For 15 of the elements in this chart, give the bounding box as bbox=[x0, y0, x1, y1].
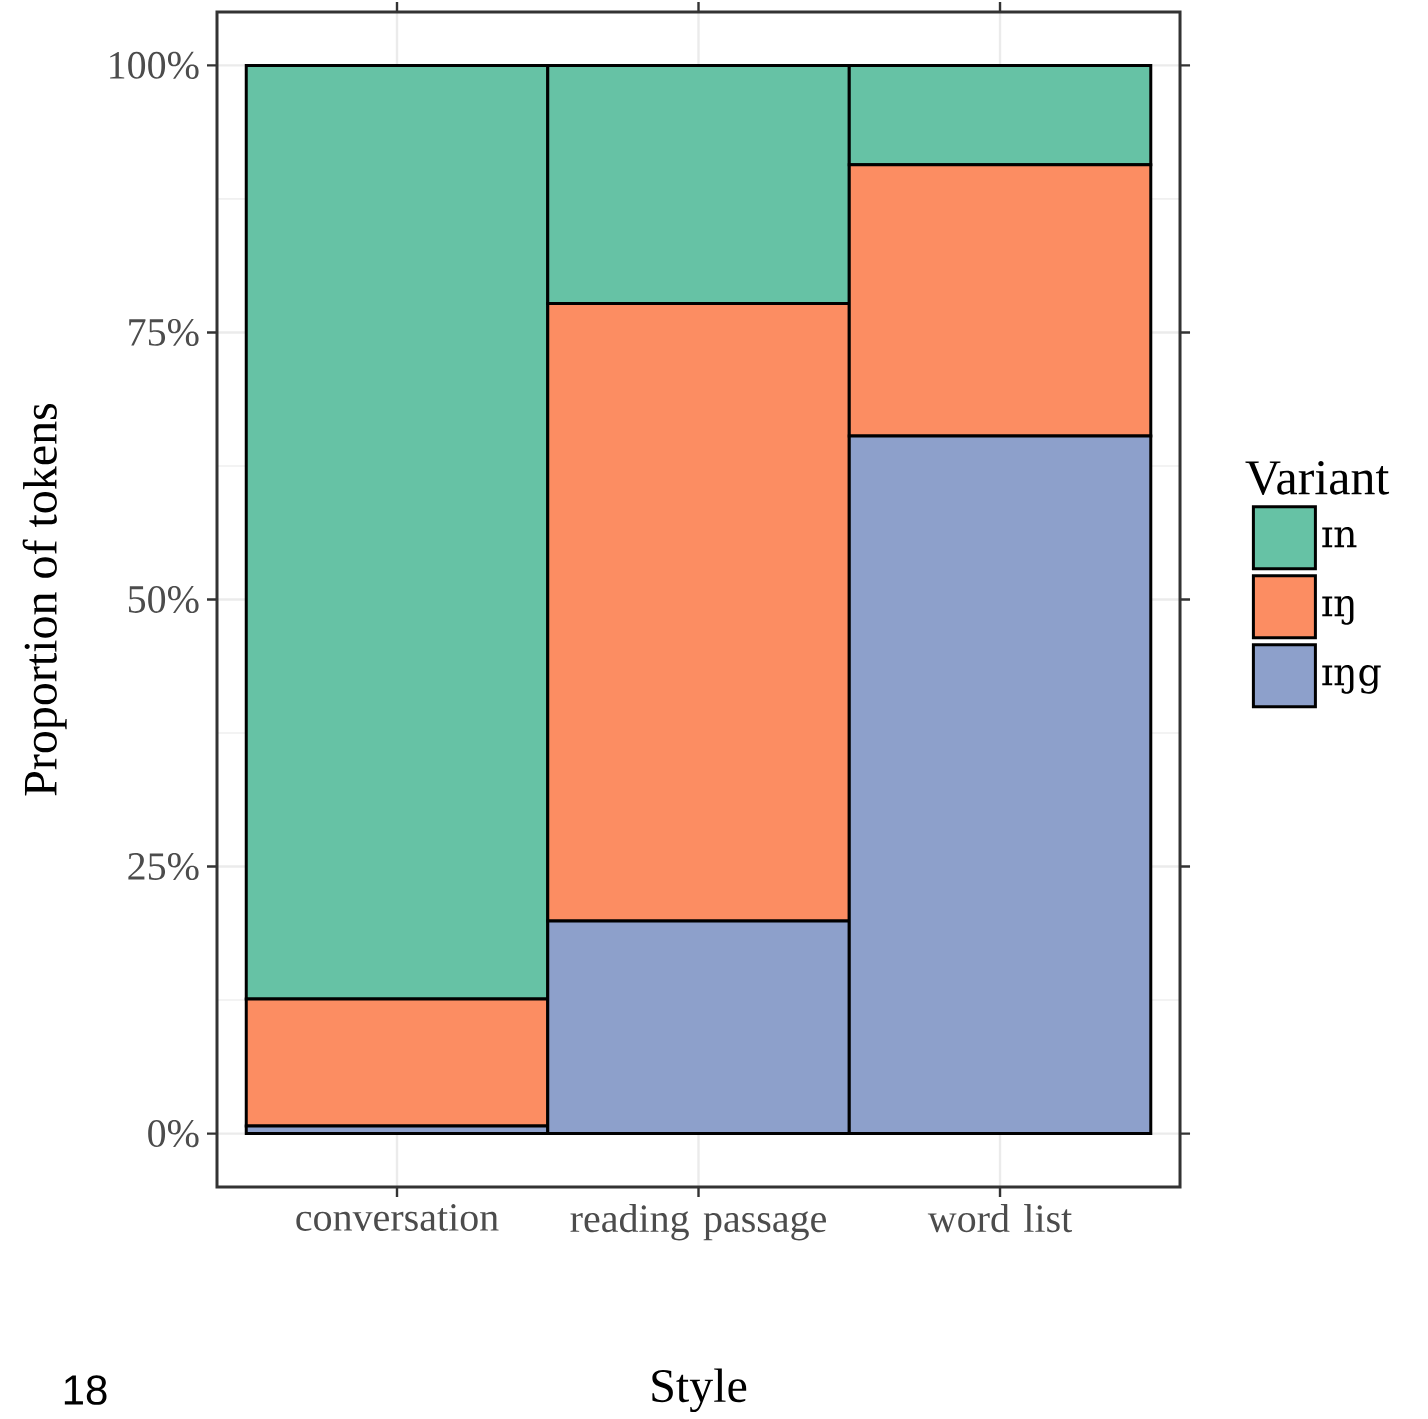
y-tick-label: 0% bbox=[148, 1120, 199, 1148]
legend-label: ɪŋg bbox=[1322, 665, 1381, 694]
text: 18 bbox=[64, 1375, 107, 1405]
x-tick-label: word list bbox=[927, 1204, 1072, 1233]
y-axis-title: Proportion of tokens bbox=[22, 404, 67, 796]
legend-label: ɪŋ bbox=[1322, 596, 1354, 625]
y-tick-label: 50% bbox=[128, 586, 199, 614]
legend-label: ɪn bbox=[1322, 527, 1357, 548]
x-tick-label: conversation bbox=[296, 1204, 499, 1232]
x-axis-title: Style bbox=[652, 1368, 747, 1413]
y-tick-label: 100% bbox=[110, 51, 199, 80]
y-tick-label: 75% bbox=[129, 318, 199, 347]
x-tick-label: reading passage bbox=[570, 1204, 826, 1241]
legend-title: Variant bbox=[1245, 461, 1390, 495]
y-tick-label: 25% bbox=[128, 853, 199, 881]
